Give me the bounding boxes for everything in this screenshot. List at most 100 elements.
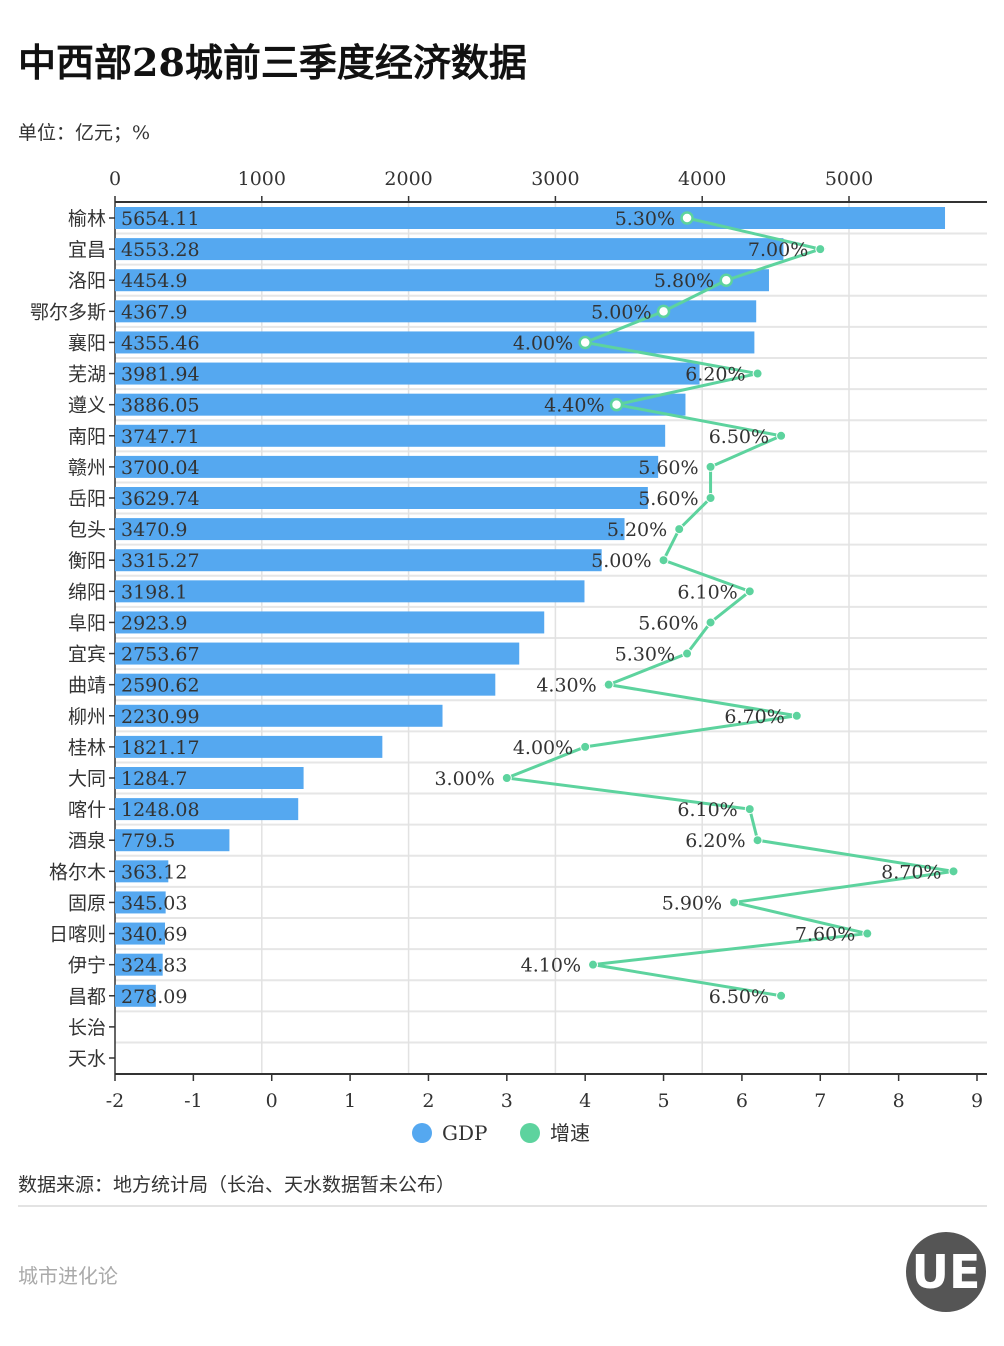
bottom-axis-tick-label: 2 bbox=[422, 1090, 434, 1112]
gdp-bar bbox=[115, 362, 700, 385]
gdp-bar bbox=[115, 860, 169, 883]
growth-value-label: 5.30% bbox=[615, 644, 675, 666]
category-label: 伊宁 bbox=[68, 955, 106, 977]
top-axis-tick-label: 3000 bbox=[531, 168, 579, 190]
gdp-value-label: 5654.11 bbox=[121, 208, 200, 230]
growth-point bbox=[948, 866, 959, 877]
growth-point bbox=[680, 211, 694, 225]
legend-gdp-swatch bbox=[412, 1123, 432, 1143]
gdp-bar bbox=[115, 300, 757, 323]
category-label: 长治 bbox=[68, 1017, 106, 1039]
gdp-value-label: 3886.05 bbox=[121, 395, 200, 417]
gdp-value-label: 4367.9 bbox=[121, 301, 187, 323]
category-label: 赣州 bbox=[68, 457, 106, 479]
gdp-bar bbox=[115, 518, 625, 541]
gdp-value-label: 4355.46 bbox=[121, 332, 200, 354]
gdp-bar bbox=[115, 829, 230, 852]
growth-point bbox=[776, 990, 787, 1001]
category-label: 日喀则 bbox=[49, 924, 106, 946]
gdp-bar bbox=[115, 798, 299, 821]
category-label: 大同 bbox=[68, 768, 106, 790]
gdp-value-label: 1248.08 bbox=[121, 799, 200, 821]
gdp-bar bbox=[115, 549, 602, 572]
bottom-axis-tick-label: 1 bbox=[344, 1090, 356, 1112]
bottom-axis-tick-label: 0 bbox=[266, 1090, 278, 1112]
growth-point bbox=[658, 555, 669, 566]
category-label: 洛阳 bbox=[68, 270, 106, 292]
category-label: 榆林 bbox=[68, 208, 106, 230]
gdp-bar bbox=[115, 269, 769, 292]
gdp-value-label: 2590.62 bbox=[121, 675, 200, 697]
growth-value-label: 5.60% bbox=[638, 612, 698, 634]
growth-value-label: 4.40% bbox=[544, 395, 604, 417]
category-label: 柳州 bbox=[68, 706, 106, 728]
divider bbox=[18, 1205, 987, 1207]
top-axis-tick-label: 5000 bbox=[825, 168, 873, 190]
growth-value-label: 5.60% bbox=[638, 457, 698, 479]
gdp-bar bbox=[115, 735, 383, 758]
category-label: 南阳 bbox=[68, 426, 106, 448]
brand-name: 城市进化论 bbox=[18, 1264, 118, 1288]
growth-point bbox=[656, 304, 671, 319]
gdp-bar bbox=[115, 580, 585, 603]
legend-growth-swatch bbox=[520, 1123, 540, 1143]
gdp-value-label: 2923.9 bbox=[121, 612, 187, 634]
gdp-bar bbox=[115, 922, 166, 945]
gdp-value-label: 3629.74 bbox=[121, 488, 200, 510]
growth-point bbox=[752, 368, 763, 379]
legend-gdp-label: GDP bbox=[442, 1121, 487, 1145]
category-label: 昌都 bbox=[68, 986, 106, 1008]
category-label: 喀什 bbox=[68, 799, 106, 821]
gdp-value-label: 3470.9 bbox=[121, 519, 187, 541]
growth-point bbox=[588, 959, 599, 970]
top-axis-tick-label: 2000 bbox=[384, 168, 432, 190]
gdp-bar bbox=[115, 673, 496, 696]
gdp-bar bbox=[115, 331, 755, 354]
growth-value-label: 7.00% bbox=[748, 239, 808, 261]
growth-value-label: 5.60% bbox=[638, 488, 698, 510]
top-axis-tick-label: 1000 bbox=[238, 168, 286, 190]
top-axis-tick-label: 4000 bbox=[678, 168, 726, 190]
growth-value-label: 5.80% bbox=[654, 270, 714, 292]
category-label: 岳阳 bbox=[68, 488, 106, 510]
gdp-value-label: 3315.27 bbox=[121, 550, 200, 572]
growth-point bbox=[862, 928, 873, 939]
bottom-axis-tick-label: 8 bbox=[893, 1090, 905, 1112]
growth-point bbox=[674, 524, 685, 535]
bottom-axis-tick-label: 4 bbox=[579, 1090, 591, 1112]
growth-point bbox=[603, 679, 614, 690]
category-label: 鄂尔多斯 bbox=[30, 301, 106, 323]
growth-point bbox=[719, 273, 733, 287]
growth-point bbox=[609, 397, 624, 412]
bottom-axis-tick-label: 5 bbox=[657, 1090, 669, 1112]
gdp-value-label: 363.12 bbox=[121, 861, 187, 883]
category-label: 曲靖 bbox=[68, 675, 106, 697]
category-label: 包头 bbox=[68, 519, 106, 541]
category-label: 衡阳 bbox=[68, 550, 106, 572]
gdp-value-label: 2230.99 bbox=[121, 706, 200, 728]
gdp-bar bbox=[115, 238, 784, 261]
brand-logo: UE bbox=[906, 1232, 986, 1312]
gdp-bar bbox=[115, 611, 545, 634]
growth-value-label: 4.30% bbox=[536, 675, 596, 697]
category-label: 遵义 bbox=[68, 395, 106, 417]
growth-value-label: 5.20% bbox=[607, 519, 667, 541]
gdp-value-label: 324.83 bbox=[121, 955, 187, 977]
category-label: 宜昌 bbox=[68, 239, 106, 261]
bottom-axis-tick-label: 9 bbox=[971, 1090, 983, 1112]
growth-point bbox=[744, 586, 755, 597]
gdp-bar bbox=[115, 455, 659, 478]
unit-label: 单位：亿元；% bbox=[18, 122, 151, 144]
growth-value-label: 6.10% bbox=[677, 581, 737, 603]
growth-point bbox=[752, 835, 763, 846]
gdp-value-label: 3700.04 bbox=[121, 457, 200, 479]
gdp-bar bbox=[115, 642, 520, 665]
gdp-value-label: 3981.94 bbox=[121, 364, 200, 386]
growth-point bbox=[776, 430, 787, 441]
category-label: 襄阳 bbox=[68, 332, 106, 354]
gdp-value-label: 278.09 bbox=[121, 986, 187, 1008]
gdp-value-label: 1821.17 bbox=[121, 737, 200, 759]
growth-point bbox=[580, 741, 591, 752]
growth-value-label: 3.00% bbox=[434, 768, 494, 790]
growth-point bbox=[578, 335, 592, 350]
